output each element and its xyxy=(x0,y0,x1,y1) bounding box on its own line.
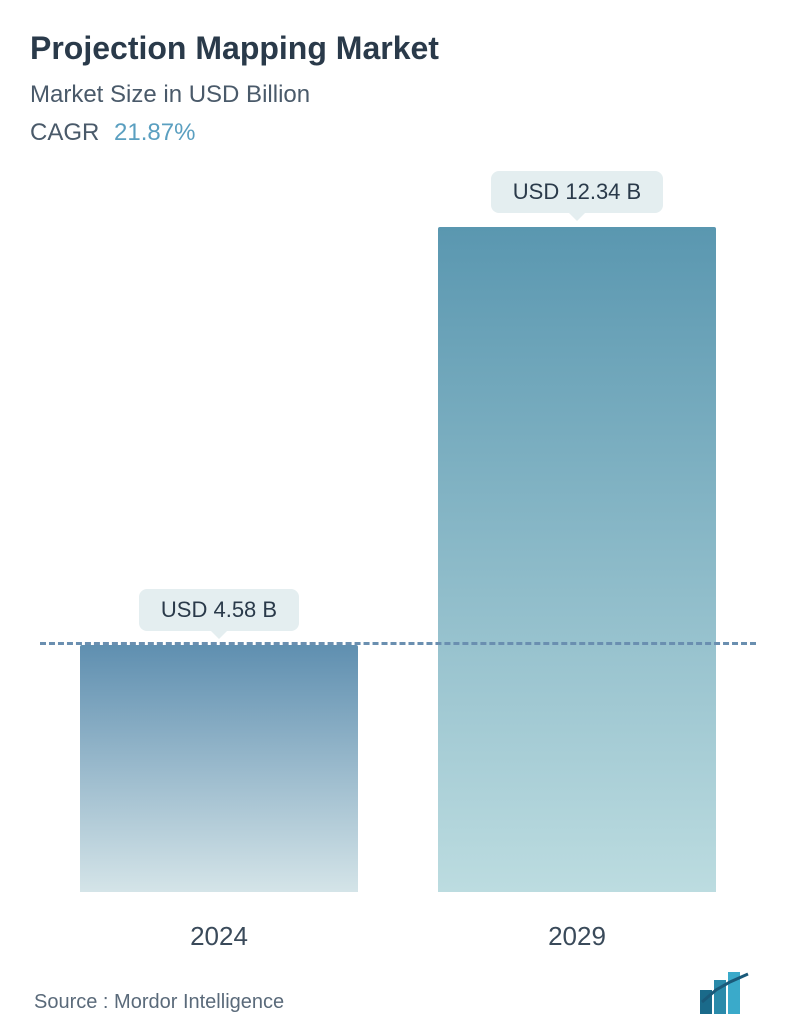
bar xyxy=(438,227,716,892)
chart-subtitle: Market Size in USD Billion xyxy=(30,81,766,109)
x-axis-label: 2024 xyxy=(80,921,358,952)
brand-logo xyxy=(698,972,762,1014)
bar xyxy=(80,645,358,892)
footer: Source : Mordor Intelligence xyxy=(30,962,766,1014)
value-badge: USD 4.58 B xyxy=(139,589,299,631)
x-axis-label: 2029 xyxy=(438,921,716,952)
x-axis-labels: 2024 2029 xyxy=(40,921,756,952)
chart-area: USD 4.58 B USD 12.34 B 2024 2029 xyxy=(40,167,756,952)
cagr-row: CAGR 21.87% xyxy=(30,119,766,147)
mn-logo-icon xyxy=(698,972,762,1014)
cagr-label: CAGR xyxy=(30,119,99,146)
value-badge: USD 12.34 B xyxy=(491,171,663,213)
bars-container: USD 4.58 B USD 12.34 B xyxy=(40,167,756,892)
reference-line xyxy=(40,642,756,645)
source-text: Source : Mordor Intelligence xyxy=(34,991,284,1014)
bar-group: USD 4.58 B xyxy=(80,589,358,892)
bar-group: USD 12.34 B xyxy=(438,171,716,892)
cagr-value: 21.87% xyxy=(114,119,195,146)
chart-title: Projection Mapping Market xyxy=(30,30,766,67)
